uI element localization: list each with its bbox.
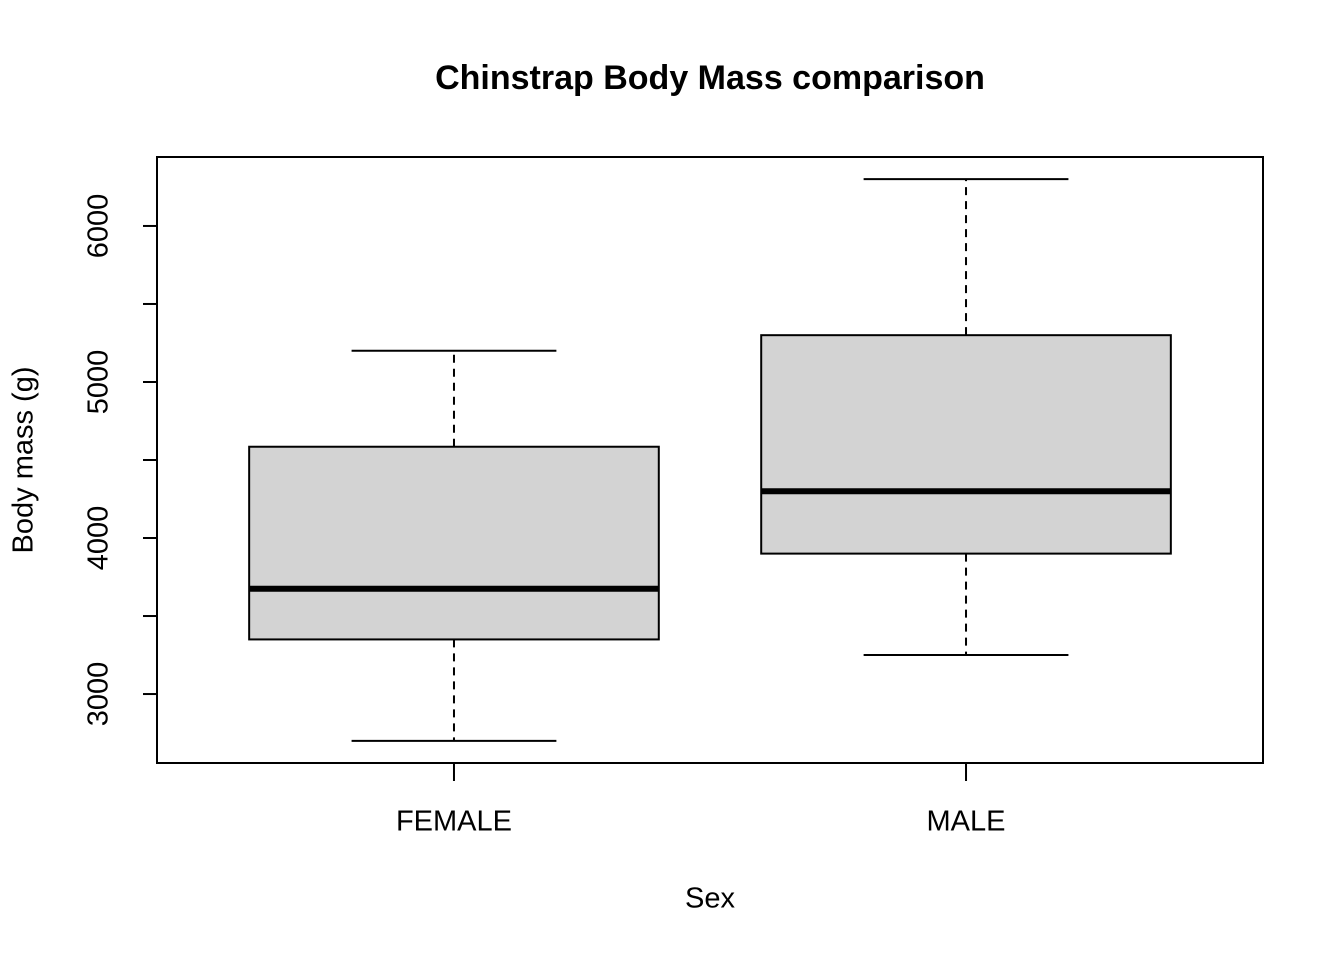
x-tick-label: MALE [927,806,1006,838]
x-tick-label: FEMALE [396,806,512,838]
y-tick-label: 4000 [83,506,115,571]
plot-frame [156,156,1264,764]
y-tick-label: 6000 [83,194,115,259]
y-tick-label: 3000 [83,662,115,727]
x-axis-label: Sex [685,883,735,915]
chart-title: Chinstrap Body Mass comparison [435,59,985,97]
box [760,334,1172,555]
box [248,445,660,641]
y-tick-label: 5000 [83,350,115,415]
y-axis-label: Body mass (g) [8,367,40,554]
